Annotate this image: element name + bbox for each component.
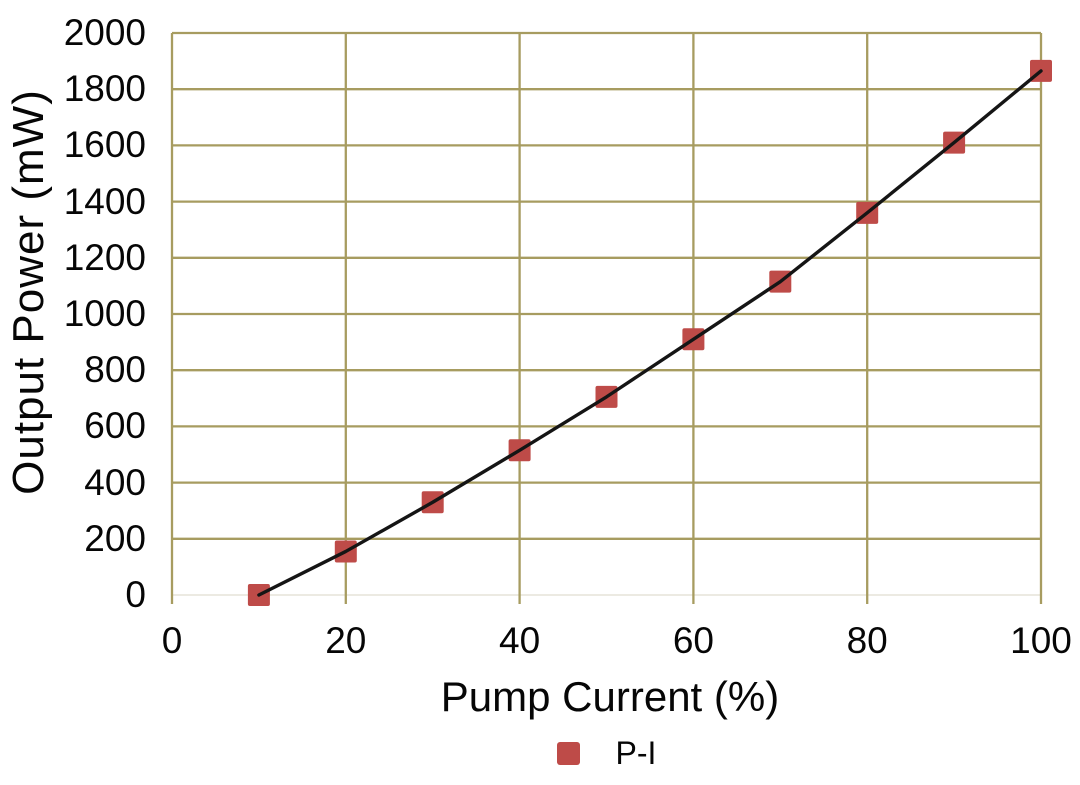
x-tick-label: 80 [846, 620, 888, 661]
legend-series-label: P-I [615, 735, 657, 771]
y-tick-label: 2000 [63, 12, 146, 53]
x-tick-label: 60 [672, 620, 714, 661]
y-tick-label: 0 [125, 574, 146, 615]
y-tick-label: 1200 [63, 236, 146, 278]
x-tick-label: 100 [1010, 620, 1072, 661]
y-tick-label: 1000 [63, 293, 146, 334]
y-tick-label: 400 [84, 461, 146, 503]
y-tick-label: 1600 [63, 124, 146, 166]
legend: P-I [172, 735, 1041, 771]
legend-marker-square-icon [556, 741, 580, 765]
series-line [257, 69, 1043, 597]
x-tick-label: 40 [499, 620, 541, 661]
y-axis-title: Output Power (mW) [4, 89, 53, 495]
x-tick-label: 20 [325, 620, 367, 661]
y-tick-label: 800 [84, 349, 146, 391]
y-tick-label: 600 [84, 405, 146, 447]
x-tick-label: 0 [161, 620, 183, 661]
y-tick-label: 200 [84, 517, 146, 559]
x-axis-title: Pump Current (%) [440, 673, 780, 720]
y-tick-label: 1800 [63, 68, 146, 110]
y-tick-label: 1400 [63, 180, 146, 222]
